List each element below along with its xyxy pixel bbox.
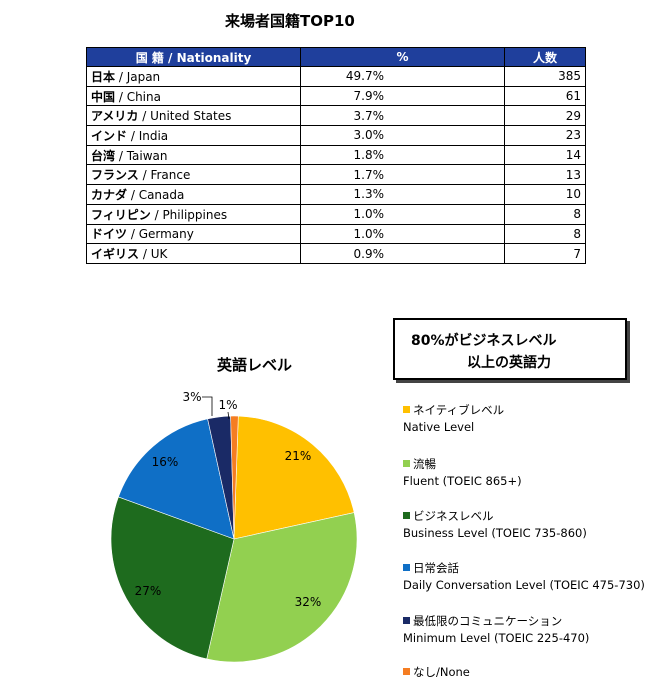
row-nationality-en: / UK bbox=[139, 247, 168, 262]
legend-item: 日常会話 Daily Conversation Level (TOEIC 475-… bbox=[403, 560, 645, 594]
legend-label-jp: 日常会話 bbox=[413, 561, 459, 575]
row-nationality-jp: フランス bbox=[91, 168, 139, 183]
table-title: 来場者国籍TOP10 bbox=[225, 12, 355, 30]
header-count: 人数 bbox=[504, 47, 586, 67]
row-nationality: カナダ / Canada bbox=[86, 184, 301, 205]
slice-value-label: 1% bbox=[218, 398, 237, 412]
pie-slice bbox=[233, 415, 355, 540]
row-nationality-en: / France bbox=[138, 168, 191, 183]
callout-line-1: 80%がビジネスレベル bbox=[411, 333, 557, 349]
legend-item: ビジネスレベル Business Level (TOEIC 735-860) bbox=[403, 508, 587, 542]
legend-label-jp: 最低限のコミュニケーション bbox=[413, 614, 563, 628]
slice-value-label: 21% bbox=[285, 449, 312, 463]
leader-line bbox=[227, 411, 230, 420]
row-nationality-en: / Canada bbox=[127, 187, 185, 202]
leader-line bbox=[202, 396, 213, 416]
table-row: アメリカ / United States 3.7% 29 bbox=[86, 105, 586, 127]
legend-label-en: Native Level bbox=[403, 420, 475, 434]
callout-line-2: 以上の英語力 bbox=[467, 355, 551, 371]
legend-label-en: Fluent (TOEIC 865+) bbox=[403, 474, 522, 488]
slice-value-label: 16% bbox=[152, 455, 179, 469]
row-nationality: フランス / France bbox=[86, 164, 301, 186]
table-row: カナダ / Canada 1.3% 10 bbox=[86, 184, 586, 205]
slice-value-label: 3% bbox=[182, 390, 201, 404]
row-nationality-en: / India bbox=[127, 128, 169, 143]
row-nationality-en: / Germany bbox=[127, 227, 194, 242]
nationality-table: 国 籍 / Nationality % 人数 日本 / Japan 49.7% 38… bbox=[86, 47, 586, 264]
pie-slice bbox=[230, 415, 239, 540]
legend-label-en: Business Level (TOEIC 735-860) bbox=[403, 526, 587, 540]
row-nationality-jp: イギリス bbox=[91, 247, 140, 262]
legend-item: ネイティブレベル Native Level bbox=[403, 402, 504, 436]
row-count: 7 bbox=[504, 243, 586, 264]
pie-slice bbox=[118, 418, 235, 540]
callout-box: 80%がビジネスレベル 以上の英語力 bbox=[393, 318, 627, 380]
row-count: 23 bbox=[504, 125, 586, 146]
table-row: フランス / France 1.7% 13 bbox=[86, 164, 586, 186]
row-nationality: イギリス / UK bbox=[86, 243, 301, 264]
row-nationality-jp: カナダ bbox=[91, 187, 128, 202]
row-nationality-jp: 日本 bbox=[91, 69, 116, 84]
legend-swatch bbox=[403, 460, 410, 467]
legend-label-jp: ビジネスレベル bbox=[413, 509, 494, 523]
legend-label-jp: 流暢 bbox=[413, 457, 436, 471]
header-nationality: 国 籍 / Nationality bbox=[86, 47, 301, 67]
legend-label-jp: ネイティブレベル bbox=[413, 403, 505, 417]
row-nationality: アメリカ / United States bbox=[86, 105, 301, 127]
row-nationality-en: / United States bbox=[138, 109, 232, 124]
slice-value-label: 32% bbox=[295, 595, 322, 609]
row-nationality-jp: ドイツ bbox=[91, 227, 128, 242]
row-nationality-en: / Taiwan bbox=[115, 148, 168, 163]
row-nationality-en: / Japan bbox=[115, 69, 161, 84]
slice-value-label: 27% bbox=[135, 584, 162, 598]
row-nationality: ドイツ / Germany bbox=[86, 223, 301, 245]
legend-item: 流暢 Fluent (TOEIC 865+) bbox=[403, 456, 522, 490]
header-percent: % bbox=[300, 47, 505, 67]
pie-title: 英語レベル bbox=[217, 356, 293, 374]
row-nationality-jp: インド bbox=[91, 128, 128, 143]
row-nationality-jp: 中国 bbox=[91, 89, 116, 104]
row-nationality-jp: アメリカ bbox=[91, 109, 139, 124]
legend-label-en: Minimum Level (TOEIC 225-470) bbox=[403, 631, 590, 645]
row-nationality: インド / India bbox=[86, 125, 301, 146]
row-percent: 49.7% bbox=[300, 66, 505, 87]
table-row: インド / India 3.0% 23 bbox=[86, 125, 586, 146]
legend-label-jp: なし/None bbox=[413, 665, 470, 679]
legend-swatch bbox=[403, 668, 410, 675]
row-nationality: フィリピン / Philippines bbox=[86, 203, 301, 225]
table-row: 日本 / Japan 49.7% 385 bbox=[86, 66, 586, 87]
pie-slice bbox=[110, 496, 235, 660]
legend-swatch bbox=[403, 512, 410, 519]
row-percent: 0.9% bbox=[300, 243, 505, 264]
legend-item: 最低限のコミュニケーション Minimum Level (TOEIC 225-47… bbox=[403, 613, 589, 647]
row-nationality-en: / Philippines bbox=[150, 207, 228, 222]
row-nationality-en: / China bbox=[115, 89, 161, 104]
pie-slice bbox=[206, 512, 358, 663]
table-row: ドイツ / Germany 1.0% 8 bbox=[86, 223, 586, 245]
legend-swatch bbox=[403, 617, 410, 624]
legend-swatch bbox=[403, 406, 410, 413]
legend-swatch bbox=[403, 564, 410, 571]
legend-item: なし/None bbox=[403, 664, 470, 681]
row-nationality-jp: フィリピン bbox=[91, 207, 151, 222]
table-row: 中国 / China 7.9% 61 bbox=[86, 85, 586, 107]
legend-label-en: Daily Conversation Level (TOEIC 475-730) bbox=[403, 578, 645, 592]
row-nationality-jp: 台湾 bbox=[91, 148, 116, 163]
table-row: イギリス / UK 0.9% 7 bbox=[86, 243, 586, 264]
table-header-row: 国 籍 / Nationality % 人数 bbox=[86, 47, 586, 67]
